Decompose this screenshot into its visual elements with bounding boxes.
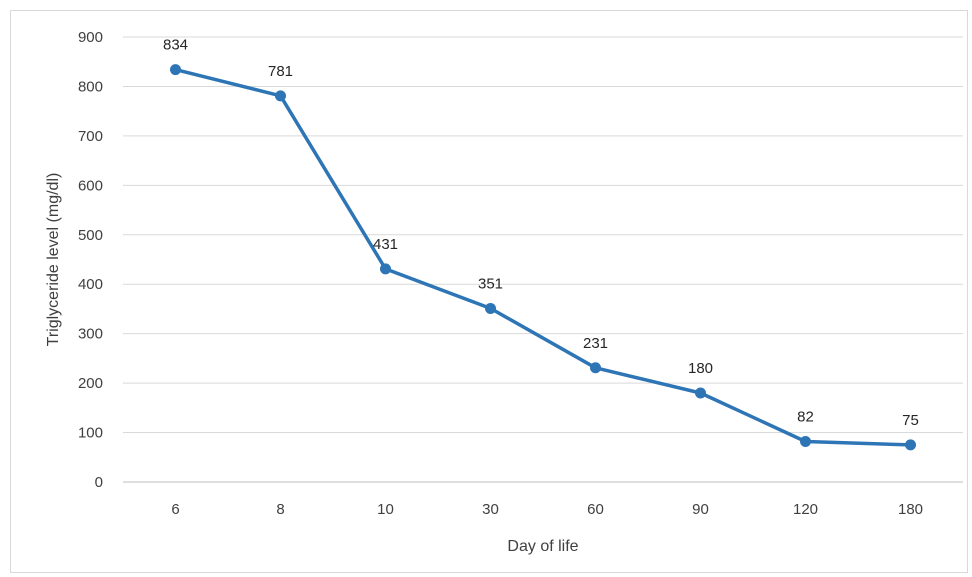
series-line-group xyxy=(170,64,916,451)
x-tick-label: 8 xyxy=(276,501,284,518)
y-tick-label: 400 xyxy=(78,276,103,293)
x-axis-title: Day of life xyxy=(507,538,578,555)
series-line xyxy=(173,67,913,447)
data-label: 75 xyxy=(902,412,919,429)
y-tick-label: 900 xyxy=(78,29,103,46)
gridlines xyxy=(123,36,963,483)
x-tick-label: 6 xyxy=(171,501,179,518)
y-tick-label: 200 xyxy=(78,375,103,392)
x-tick-label: 10 xyxy=(377,501,394,518)
y-tick-label: 500 xyxy=(78,227,103,244)
y-tick-label: 0 xyxy=(95,474,103,491)
y-tick-label: 800 xyxy=(78,78,103,95)
y-tick-label: 300 xyxy=(78,326,103,343)
y-tick-labels: 0 100 200 300 400 500 600 700 800 900 xyxy=(78,29,103,491)
data-point xyxy=(905,439,916,451)
x-tick-label: 120 xyxy=(793,501,818,518)
data-label: 180 xyxy=(688,360,713,377)
data-point xyxy=(380,263,391,275)
x-tick-label: 60 xyxy=(587,501,604,518)
data-label: 781 xyxy=(268,63,293,80)
y-tick-label: 600 xyxy=(78,177,103,194)
data-point xyxy=(275,90,286,102)
data-point xyxy=(485,302,496,314)
data-label: 834 xyxy=(163,37,188,54)
x-tick-labels: 6 8 10 30 60 90 120 180 xyxy=(171,501,923,518)
data-label: 231 xyxy=(583,335,608,352)
y-axis-title: Triglyceride level (mg/dl) xyxy=(45,173,62,347)
x-tick-label: 180 xyxy=(898,501,923,518)
data-labels: 834 781 431 351 231 180 82 75 xyxy=(163,37,919,429)
data-point xyxy=(800,435,811,447)
data-point xyxy=(170,64,181,76)
y-tick-label: 700 xyxy=(78,128,103,145)
data-label: 82 xyxy=(797,408,814,425)
data-point xyxy=(590,362,601,374)
data-label: 351 xyxy=(478,275,503,292)
chart-frame xyxy=(10,10,968,573)
y-tick-label: 100 xyxy=(78,425,103,442)
data-label: 431 xyxy=(373,236,398,253)
data-point xyxy=(695,387,706,399)
x-tick-label: 30 xyxy=(482,501,499,518)
x-tick-label: 90 xyxy=(692,501,709,518)
